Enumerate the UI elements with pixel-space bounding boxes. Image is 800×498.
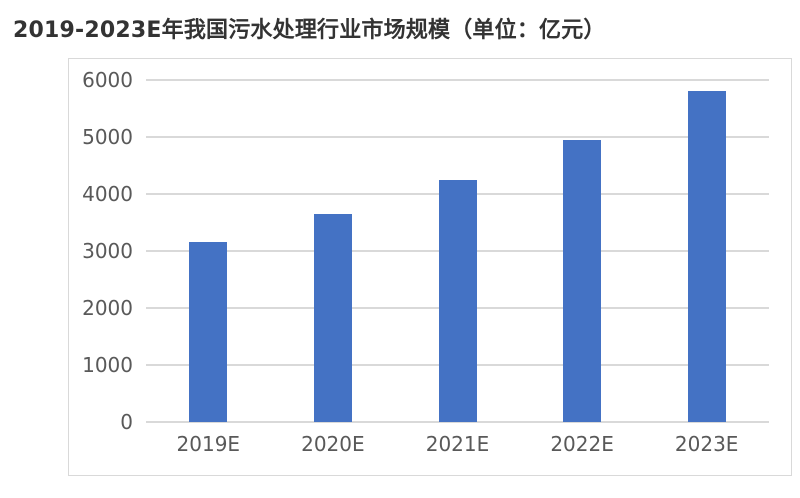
x-tick-label-2023E: 2023E xyxy=(674,432,739,456)
y-tick-label-6000: 6000 xyxy=(82,68,133,92)
chart-frame: 0 1000 2000 3000 4000 5000 6000 2019E 2020E 2021E… xyxy=(68,58,792,476)
y-tick-label-0: 0 xyxy=(120,410,133,434)
x-axis-line xyxy=(146,421,769,423)
gridline-6000 xyxy=(146,79,769,81)
y-tick-label-2000: 2000 xyxy=(82,296,133,320)
bar-2019E xyxy=(189,242,228,422)
gridline-5000 xyxy=(146,136,769,138)
bar-2021E xyxy=(438,180,477,422)
x-tick-label-2020E: 2020E xyxy=(301,432,365,456)
bar-2020E xyxy=(313,214,352,422)
bar-2023E xyxy=(687,91,726,422)
y-tick-label-4000: 4000 xyxy=(82,182,133,206)
y-tick-label-3000: 3000 xyxy=(82,239,133,263)
y-tick-label-5000: 5000 xyxy=(82,125,133,149)
bar-2022E xyxy=(563,140,602,422)
plot-area xyxy=(146,79,769,423)
x-tick-label-2019E: 2019E xyxy=(176,432,241,456)
y-tick-label-1000: 1000 xyxy=(82,353,133,377)
chart-title: 2019-2023E年我国污水处理行业市场规模（单位：亿元） xyxy=(13,18,606,43)
x-tick-label-2022E: 2022E xyxy=(550,432,614,456)
x-tick-label-2021E: 2021E xyxy=(425,432,490,456)
